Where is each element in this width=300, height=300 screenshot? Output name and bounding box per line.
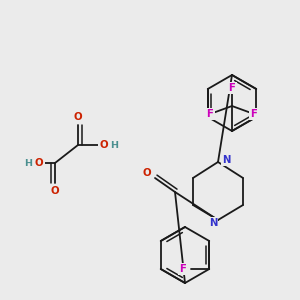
Text: F: F <box>229 83 236 93</box>
Text: F: F <box>250 109 257 119</box>
Text: O: O <box>74 112 82 122</box>
Text: O: O <box>143 168 151 178</box>
Text: H: H <box>24 158 32 167</box>
Text: N: N <box>222 155 230 165</box>
Text: H: H <box>110 140 118 149</box>
Text: O: O <box>35 158 43 168</box>
Text: O: O <box>51 186 59 196</box>
Text: F: F <box>179 264 186 274</box>
Text: N: N <box>209 218 217 228</box>
Text: F: F <box>207 109 213 119</box>
Text: O: O <box>100 140 108 150</box>
